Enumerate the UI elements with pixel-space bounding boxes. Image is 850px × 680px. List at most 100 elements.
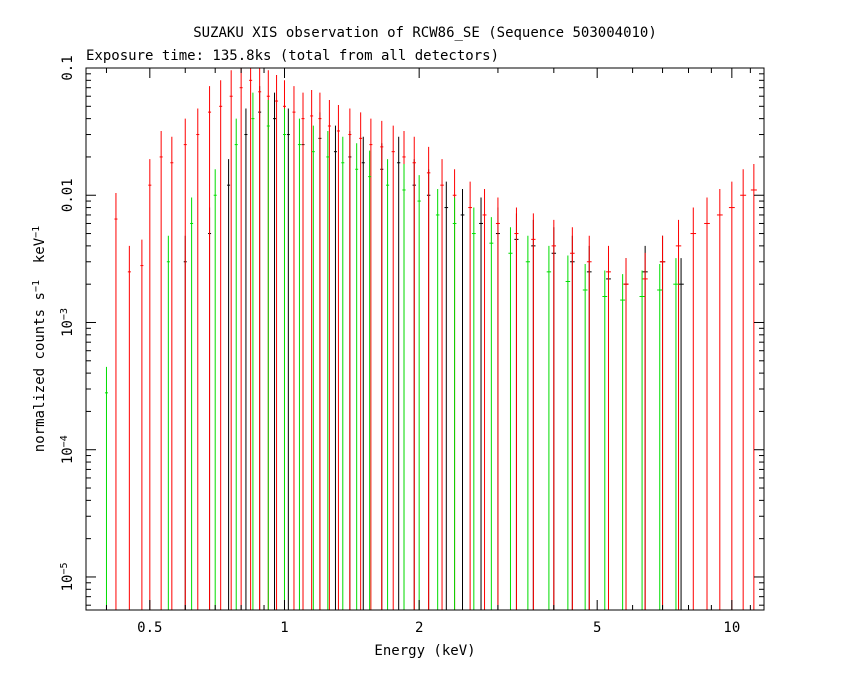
data-point: [183, 118, 187, 610]
data-point: [282, 108, 286, 610]
data-point: [275, 75, 279, 610]
data-point: [368, 150, 372, 610]
y-tick-label: 10−3: [59, 308, 77, 337]
data-point: [239, 68, 243, 610]
data-point: [249, 68, 253, 610]
data-point: [495, 197, 500, 610]
data-point: [301, 92, 305, 610]
plot-marks: [104, 68, 757, 610]
data-point: [258, 68, 262, 610]
data-point: [148, 159, 152, 610]
data-point: [213, 169, 217, 610]
data-point: [750, 163, 757, 610]
data-point: [361, 136, 365, 610]
data-point: [514, 207, 519, 610]
data-point: [508, 227, 513, 610]
data-point: [310, 89, 314, 610]
data-point: [311, 125, 315, 610]
data-point: [114, 193, 118, 610]
series-1: [114, 68, 757, 610]
y-axis-label-sup2: −1: [31, 226, 42, 238]
data-point: [341, 136, 345, 610]
y-axis-label: normalized counts s−1 keV−1: [31, 226, 49, 452]
data-point: [318, 92, 322, 610]
y-axis-label-sup1: −1: [31, 280, 42, 292]
data-point: [140, 239, 144, 610]
data-point: [417, 175, 421, 610]
data-point: [582, 264, 588, 610]
y-tick-label-base: 10: [60, 575, 76, 592]
data-point: [659, 235, 666, 610]
data-point: [348, 108, 352, 610]
x-tick-label: 0.5: [137, 620, 162, 636]
data-point: [104, 366, 108, 610]
x-axis-label: Energy (keV): [374, 643, 475, 659]
chart-title: SUZAKU XIS observation of RCW86_SE (Sequ…: [193, 25, 657, 41]
y-axis-label-mid: keV: [32, 237, 48, 280]
data-point: [452, 197, 457, 610]
data-point: [219, 80, 223, 610]
data-point: [642, 252, 648, 610]
data-point: [546, 245, 552, 610]
data-point: [657, 264, 663, 610]
series-2: [104, 92, 679, 610]
data-point: [127, 245, 131, 610]
data-point: [678, 258, 684, 610]
data-point: [586, 235, 592, 610]
data-point: [266, 100, 270, 610]
data-point: [690, 207, 697, 610]
data-point: [286, 108, 290, 610]
data-point: [196, 108, 200, 610]
data-point: [444, 181, 449, 610]
plot-frame: [85, 67, 765, 611]
data-point: [570, 227, 575, 610]
data-point: [273, 92, 277, 610]
data-point: [551, 219, 557, 610]
data-point: [227, 159, 231, 610]
data-point: [482, 188, 487, 610]
data-point: [402, 163, 406, 610]
data-point: [620, 274, 626, 610]
y-tick-label-exponent: −3: [59, 308, 70, 320]
data-point: [716, 188, 723, 610]
x-tick-label: 1: [280, 620, 288, 636]
data-point: [208, 86, 212, 610]
y-tick-label-base: 0.1: [60, 55, 76, 80]
data-point: [229, 70, 233, 610]
data-point: [170, 136, 174, 610]
data-point: [380, 120, 384, 610]
data-point: [297, 118, 301, 610]
data-point: [468, 181, 473, 610]
data-point: [359, 112, 363, 610]
data-point: [460, 188, 465, 610]
data-point: [426, 146, 431, 610]
y-tick-label: 10−5: [59, 563, 77, 592]
data-point: [704, 197, 710, 610]
data-point: [244, 108, 248, 610]
data-point: [602, 270, 608, 610]
data-point: [159, 130, 163, 610]
y-tick-label: 0.1: [60, 55, 76, 80]
data-point: [333, 125, 337, 610]
x-tick-label: 10: [723, 620, 740, 636]
data-point: [166, 235, 170, 610]
data-point: [471, 207, 476, 610]
data-point: [673, 258, 679, 610]
data-point: [326, 130, 330, 610]
data-point: [397, 136, 401, 610]
data-point: [435, 188, 440, 610]
y-tick-label-base: 10: [60, 320, 76, 337]
data-point: [369, 118, 373, 610]
data-point: [606, 245, 611, 610]
x-tick-label: 5: [593, 620, 601, 636]
data-point: [675, 219, 682, 610]
data-point: [327, 100, 331, 610]
data-point: [292, 86, 296, 610]
data-point: [531, 213, 536, 610]
y-tick-label: 0.01: [60, 178, 76, 212]
y-axis: 10−510−410−30.010.1: [59, 55, 764, 606]
data-point: [525, 235, 530, 610]
y-tick-label-exponent: −4: [59, 435, 70, 447]
data-point: [386, 159, 390, 610]
